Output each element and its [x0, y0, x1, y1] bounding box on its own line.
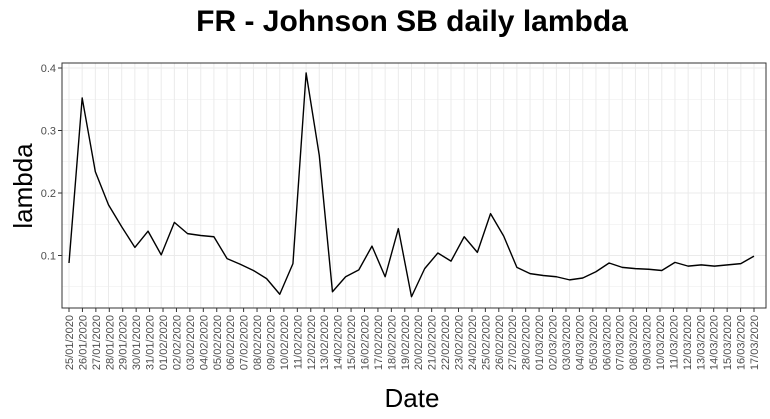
x-tick-label: 16/02/2020 — [359, 315, 371, 370]
x-tick-label: 27/01/2020 — [91, 315, 103, 370]
x-tick-label: 14/02/2020 — [333, 315, 345, 370]
x-tick-label: 21/02/2020 — [427, 315, 439, 370]
x-tick-label: 04/03/2020 — [574, 315, 586, 370]
x-tick-label: 16/03/2020 — [736, 315, 748, 370]
x-tick-label: 06/03/2020 — [601, 315, 613, 370]
y-tick-label: 0.1 — [41, 251, 56, 263]
x-tick-label: 28/01/2020 — [104, 315, 116, 370]
x-tick-label: 31/01/2020 — [145, 315, 157, 370]
x-tick-label: 24/02/2020 — [467, 315, 479, 370]
x-tick-label: 18/02/2020 — [386, 315, 398, 370]
x-tick-label: 12/02/2020 — [306, 315, 318, 370]
x-tick-label: 10/02/2020 — [279, 315, 291, 370]
x-tick-label: 12/03/2020 — [682, 315, 694, 370]
x-tick-label: 15/03/2020 — [722, 315, 734, 370]
x-tick-label: 08/02/2020 — [252, 315, 264, 370]
x-tick-label: 03/03/2020 — [561, 315, 573, 370]
x-tick-label: 13/02/2020 — [319, 315, 331, 370]
x-tick-label: 07/03/2020 — [615, 315, 627, 370]
x-tick-label: 09/03/2020 — [642, 315, 654, 370]
x-tick-label: 20/02/2020 — [413, 315, 425, 370]
x-axis: 25/01/2020 26/01/2020 27/01/2020 28/01/2020… — [64, 308, 761, 370]
x-tick-label: 06/02/2020 — [225, 315, 237, 370]
x-tick-label: 19/02/2020 — [400, 315, 412, 370]
x-tick-label: 07/02/2020 — [239, 315, 251, 370]
x-tick-label: 02/03/2020 — [548, 315, 560, 370]
x-tick-label: 30/01/2020 — [131, 315, 143, 370]
y-tick-label: 0.2 — [41, 188, 56, 200]
x-tick-label: 26/01/2020 — [77, 315, 89, 370]
x-tick-label: 05/02/2020 — [212, 315, 224, 370]
x-tick-label: 22/02/2020 — [440, 315, 452, 370]
x-tick-label: 17/02/2020 — [373, 315, 385, 370]
x-tick-label: 09/02/2020 — [265, 315, 277, 370]
x-tick-label: 11/03/2020 — [668, 315, 680, 369]
x-tick-label: 23/02/2020 — [454, 315, 466, 370]
series-layer — [68, 72, 755, 298]
y-axis-title: lambda — [8, 143, 38, 229]
chart-title: FR - Johnson SB daily lambda — [196, 5, 628, 38]
y-tick-label: 0.4 — [41, 63, 56, 75]
x-tick-label: 29/01/2020 — [118, 315, 130, 370]
x-tick-label: 26/02/2020 — [494, 315, 506, 370]
x-tick-label: 11/02/2020 — [292, 315, 304, 369]
x-tick-label: 01/02/2020 — [158, 315, 170, 370]
x-tick-label: 05/03/2020 — [588, 315, 600, 370]
y-axis: 0.1 0.2 0.3 0.4 — [41, 63, 62, 263]
x-tick-label: 10/03/2020 — [655, 315, 667, 370]
x-tick-label: 14/03/2020 — [709, 315, 721, 370]
x-tick-label: 27/02/2020 — [507, 315, 519, 370]
x-tick-label: 25/02/2020 — [480, 315, 492, 370]
panel-border — [61, 62, 767, 309]
grid-lines — [62, 63, 766, 308]
x-tick-label: 02/02/2020 — [171, 315, 183, 370]
x-tick-label: 04/02/2020 — [198, 315, 210, 370]
x-axis-title: Date — [385, 383, 440, 413]
y-tick-label: 0.3 — [41, 126, 56, 138]
x-tick-label: 08/03/2020 — [628, 315, 640, 370]
x-tick-label: 15/02/2020 — [346, 315, 358, 370]
x-tick-label: 17/03/2020 — [749, 315, 761, 370]
x-tick-label: 28/02/2020 — [521, 315, 533, 370]
x-tick-label: 03/02/2020 — [185, 315, 197, 370]
x-tick-label: 01/03/2020 — [534, 315, 546, 370]
x-tick-label: 25/01/2020 — [64, 315, 76, 370]
x-tick-label: 13/03/2020 — [695, 315, 707, 370]
